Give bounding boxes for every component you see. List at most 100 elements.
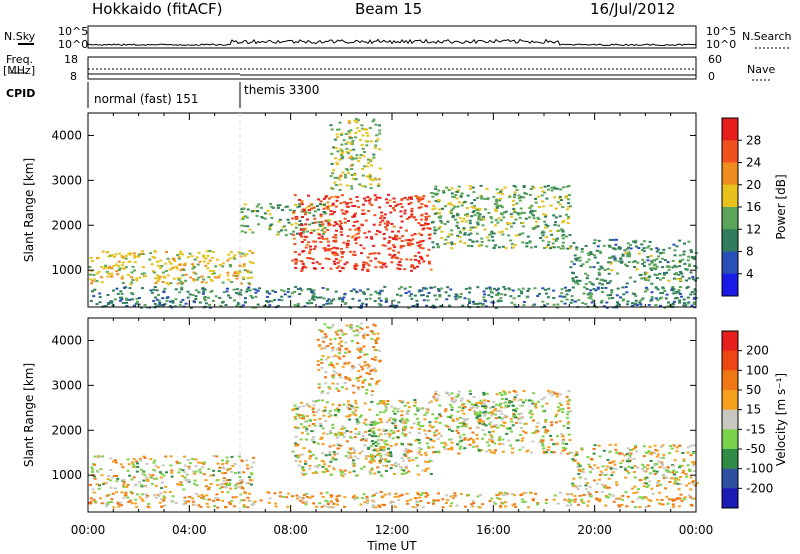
echo-cell — [323, 463, 327, 466]
echo-cell — [580, 500, 584, 503]
echo-cell — [500, 192, 504, 195]
echo-cell — [125, 298, 129, 301]
echo-cell — [634, 299, 638, 302]
echo-cell — [251, 262, 255, 264]
echo-cell — [621, 298, 625, 301]
echo-cell — [109, 275, 113, 278]
echo-cell — [89, 497, 93, 500]
echo-cell — [302, 230, 306, 233]
echo-cell — [400, 401, 404, 404]
echo-cell — [437, 216, 441, 219]
echo-cell — [541, 410, 545, 413]
echo-cell — [635, 450, 638, 453]
echo-cell — [643, 476, 647, 479]
echo-cell — [391, 410, 395, 413]
echo-cell — [318, 502, 322, 505]
echo-cell — [473, 214, 477, 217]
echo-cell — [341, 298, 344, 301]
echo-cell — [410, 269, 413, 272]
echo-cell — [625, 265, 629, 267]
echo-cell — [210, 273, 214, 276]
echo-cell — [677, 291, 681, 294]
echo-cell — [459, 195, 463, 198]
plot-frame — [87, 317, 697, 513]
echo-cell — [341, 150, 344, 153]
echo-cell — [629, 452, 633, 455]
echo-cell — [511, 289, 515, 292]
echo-cell — [349, 142, 353, 145]
echo-cell — [208, 303, 212, 306]
echo-cell — [324, 238, 328, 241]
echo-cell — [644, 277, 648, 280]
echo-cell — [341, 155, 345, 158]
echo-cell — [151, 255, 155, 258]
echo-cell — [352, 391, 356, 394]
echo-cell — [480, 237, 484, 240]
echo-cell — [689, 476, 693, 479]
echo-cell — [326, 208, 330, 211]
echo-cell — [404, 292, 408, 294]
echo-cell — [186, 459, 190, 462]
x-tick-label: 08:00 — [273, 523, 308, 537]
echo-cell — [429, 473, 433, 475]
echo-cell — [338, 352, 341, 355]
echo-cell — [200, 493, 204, 496]
echo-cell — [686, 451, 690, 454]
echo-cell — [353, 498, 357, 501]
echo-cell — [138, 496, 142, 499]
echo-cell — [428, 424, 432, 427]
echo-cell — [404, 425, 408, 428]
echo-cell — [234, 472, 237, 474]
echo-cell — [524, 217, 528, 220]
echo-cell — [567, 498, 571, 501]
echo-cell — [331, 423, 335, 426]
echo-cell — [372, 153, 376, 156]
echo-cell — [414, 195, 418, 197]
echo-cell — [544, 223, 548, 226]
echo-cell — [420, 203, 424, 206]
echo-cell — [345, 167, 349, 170]
echo-cell — [93, 288, 97, 291]
echo-cell — [498, 409, 502, 412]
echo-cell — [461, 304, 465, 307]
echo-cell — [593, 479, 597, 482]
echo-cell — [561, 449, 565, 452]
echo-cell — [410, 210, 414, 213]
echo-cell — [654, 449, 658, 451]
echo-cell — [218, 274, 222, 277]
echo-cell — [202, 473, 206, 476]
echo-cell — [491, 430, 495, 433]
echo-cell — [352, 462, 356, 465]
echo-cell — [513, 414, 517, 417]
echo-cell — [313, 210, 317, 213]
echo-cell — [401, 419, 405, 421]
echo-cell — [216, 484, 220, 487]
echo-cell — [557, 224, 561, 227]
echo-cell — [567, 410, 571, 413]
echo-cell — [424, 212, 428, 215]
echo-cell — [461, 407, 465, 409]
echo-cell — [245, 216, 249, 219]
echo-cell — [243, 301, 247, 304]
echo-cell — [134, 502, 138, 505]
echo-cell — [165, 300, 169, 303]
echo-cell — [687, 240, 691, 243]
echo-cell — [623, 454, 627, 457]
echo-cell — [621, 494, 625, 497]
echo-cell — [164, 455, 168, 458]
echo-cell — [495, 289, 499, 292]
echo-cell — [468, 300, 472, 303]
echo-cell — [363, 378, 367, 381]
echo-cell — [203, 288, 207, 291]
echo-cell — [217, 470, 221, 473]
echo-cell — [616, 272, 619, 275]
echo-cell — [316, 338, 320, 341]
echo-cell — [314, 400, 318, 403]
echo-cell — [449, 495, 453, 498]
echo-cell — [372, 333, 376, 335]
echo-cell — [257, 203, 261, 206]
echo-cell — [373, 300, 377, 302]
echo-cell — [248, 492, 251, 495]
echo-cell — [552, 238, 556, 241]
echo-cell — [206, 267, 210, 270]
